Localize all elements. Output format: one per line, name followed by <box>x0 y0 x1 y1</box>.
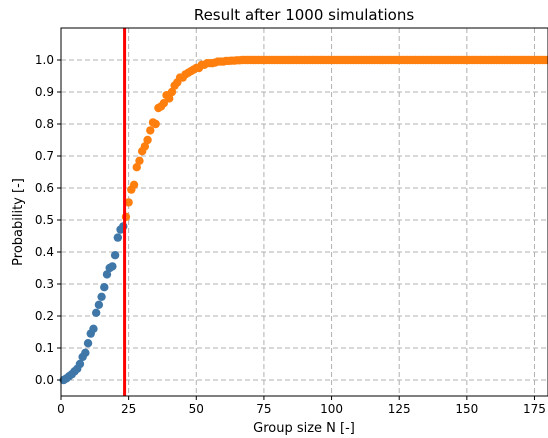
x-tick-label: 25 <box>121 402 136 416</box>
y-tick-label: 0.2 <box>35 309 54 323</box>
data-point <box>151 119 160 129</box>
data-point <box>135 156 144 165</box>
x-tick-label: 50 <box>189 402 204 416</box>
x-tick-label: 75 <box>256 402 271 416</box>
x-tick-label: 0 <box>57 402 65 416</box>
x-tick-label: 100 <box>320 402 343 416</box>
plot-frame <box>60 27 548 397</box>
data-point <box>108 262 117 271</box>
x-tick-label: 150 <box>455 402 478 416</box>
data-point <box>140 142 150 151</box>
data-points <box>59 55 548 385</box>
y-tick-label: 0.7 <box>35 149 54 163</box>
y-tick-label: 0.8 <box>35 117 54 131</box>
data-point <box>132 163 141 172</box>
data-point <box>113 233 123 242</box>
data-point <box>102 270 112 279</box>
data-point <box>129 180 139 189</box>
data-point <box>124 198 133 207</box>
data-point <box>146 126 155 135</box>
axis-ticks: 0 25 50 75 100 125 150 175 0.0 0.1 0.2 0.3 0.4 0.5 0.6… <box>35 53 546 416</box>
x-axis-title: Group size N [-] <box>253 421 355 436</box>
x-tick-label: 125 <box>388 402 411 416</box>
data-point <box>81 348 90 357</box>
data-point <box>159 99 169 108</box>
data-point <box>167 87 177 97</box>
data-point <box>75 359 85 369</box>
y-tick-label: 0.6 <box>35 181 54 195</box>
y-tick-label: 0.3 <box>35 277 54 291</box>
data-point <box>83 339 93 348</box>
data-point <box>97 292 106 301</box>
y-tick-label: 0.9 <box>35 85 54 99</box>
y-tick-label: 1.0 <box>35 53 54 67</box>
y-axis-title: Probability [-] <box>11 178 26 266</box>
y-tick-label: 0.1 <box>35 341 54 355</box>
data-point <box>543 55 548 65</box>
data-point <box>110 251 120 260</box>
data-point <box>165 94 174 103</box>
x-tick-label: 175 <box>523 402 546 416</box>
data-point <box>91 308 101 317</box>
data-point <box>89 324 98 333</box>
data-point <box>100 283 109 292</box>
y-tick-label: 0.0 <box>35 373 54 387</box>
data-point <box>94 300 104 309</box>
chart-title: Result after 1000 simulations <box>194 6 415 24</box>
y-tick-label: 0.4 <box>35 245 54 259</box>
y-tick-label: 0.5 <box>35 213 54 227</box>
data-point <box>143 135 152 145</box>
